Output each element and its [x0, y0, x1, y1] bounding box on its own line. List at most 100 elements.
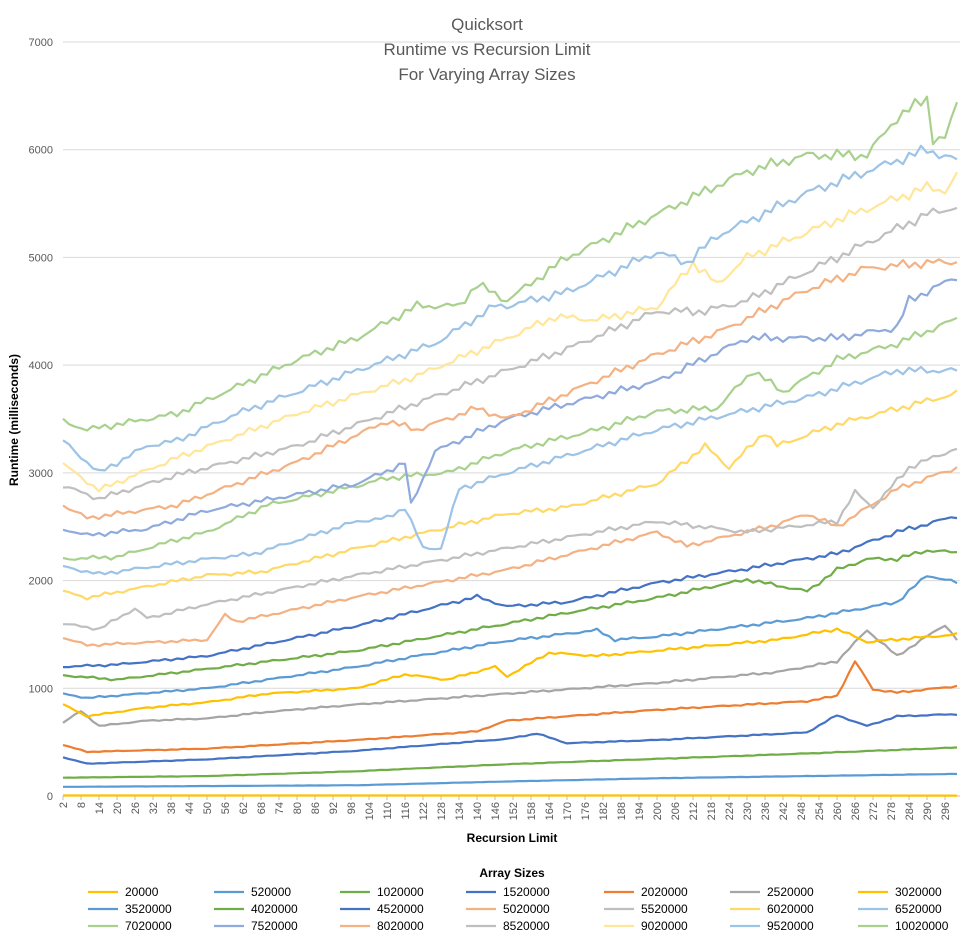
legend-item-2520000: 2520000 [730, 885, 814, 899]
legend-item-1020000: 1020000 [340, 885, 424, 899]
x-tick-label: 32 [148, 802, 160, 814]
y-tick-label: 2000 [29, 576, 53, 588]
series-line-10020000 [62, 95, 959, 432]
legend-item-7520000: 7520000 [214, 919, 298, 933]
legend-label: 5520000 [641, 902, 688, 916]
series-line-3520000 [62, 575, 958, 699]
legend-item-20000: 20000 [88, 885, 159, 899]
legend-label: 1520000 [503, 885, 550, 899]
x-tick-label: 2 [58, 802, 70, 808]
x-axis-ticks: 2 8 14 20 26 32 38 44 50 56 62 68 74 80 86 92 98 104 110 11… [58, 796, 952, 820]
legend-label: 7020000 [125, 919, 172, 933]
legend-label: 3020000 [895, 885, 942, 899]
x-tick-label: 206 [670, 802, 682, 820]
legend-item-2020000: 2020000 [604, 885, 688, 899]
x-tick-label: 200 [652, 802, 664, 820]
x-tick-label: 188 [616, 802, 628, 820]
series-line-9020000 [62, 171, 958, 493]
legend-item-3020000: 3020000 [858, 885, 942, 899]
legend-item-3520000: 3520000 [88, 902, 172, 916]
x-tick-label: 164 [544, 802, 556, 820]
x-tick-label: 98 [346, 802, 358, 814]
y-tick-label: 0 [47, 791, 53, 803]
x-tick-label: 254 [814, 802, 826, 820]
legend-label: 520000 [251, 885, 291, 899]
x-tick-label: 110 [382, 802, 394, 820]
x-tick-label: 248 [796, 802, 808, 820]
series-line-4020000 [62, 549, 958, 682]
x-tick-label: 224 [724, 802, 736, 820]
series-line-3020000 [62, 627, 958, 719]
x-tick-label: 50 [202, 802, 214, 814]
chart-title: Quicksort Runtime vs Recursion Limit For… [384, 15, 591, 84]
x-tick-label: 236 [760, 802, 772, 820]
x-tick-label: 284 [904, 802, 916, 820]
y-axis-ticks: 0 1000 2000 3000 4000 5000 6000 7000 [29, 37, 53, 803]
x-tick-label: 38 [166, 802, 178, 814]
legend-item-6020000: 6020000 [730, 902, 814, 916]
x-tick-label: 182 [598, 802, 610, 820]
series-line-1020000 [62, 746, 958, 779]
x-tick-label: 134 [454, 802, 466, 820]
x-tick-label: 296 [940, 802, 952, 820]
legend-label: 2520000 [767, 885, 814, 899]
series-line-8520000 [62, 206, 958, 501]
chart-title-line-1: Quicksort [451, 15, 523, 34]
series-line-8020000 [62, 258, 958, 521]
legend-label: 9020000 [641, 919, 688, 933]
legend-label: 20000 [125, 885, 159, 899]
x-tick-label: 86 [310, 802, 322, 814]
y-axis-title: Runtime (milliseconds) [7, 354, 21, 486]
legend-label: 6020000 [767, 902, 814, 916]
legend-title: Array Sizes [479, 866, 545, 880]
legend-item-4020000: 4020000 [214, 902, 298, 916]
x-tick-label: 266 [850, 802, 862, 820]
legend-item-9020000: 9020000 [604, 919, 688, 933]
series-line-6020000 [62, 389, 958, 601]
legend-item-8520000: 8520000 [466, 919, 550, 933]
legend-item-5520000: 5520000 [604, 902, 688, 916]
legend-item-8020000: 8020000 [340, 919, 424, 933]
legend-label: 9520000 [767, 919, 814, 933]
series-line-9520000 [62, 144, 958, 472]
legend-label: 8520000 [503, 919, 550, 933]
series-line-5520000 [62, 447, 958, 631]
x-tick-label: 44 [184, 802, 196, 814]
series-line-1520000 [62, 713, 958, 765]
x-tick-label: 140 [472, 802, 484, 820]
x-tick-label: 68 [256, 802, 268, 814]
legend-label: 3520000 [125, 902, 172, 916]
series-line-6520000 [62, 365, 958, 576]
series-line-4520000 [63, 516, 958, 669]
x-tick-label: 116 [400, 802, 412, 820]
legend-item-7020000: 7020000 [88, 919, 172, 933]
x-tick-label: 8 [76, 802, 88, 808]
series-line-2020000 [62, 660, 958, 754]
y-tick-label: 3000 [29, 468, 53, 480]
x-tick-label: 128 [436, 802, 448, 820]
x-tick-label: 26 [130, 802, 142, 814]
x-tick-label: 242 [778, 802, 790, 820]
x-tick-label: 152 [508, 802, 520, 820]
legend-item-1520000: 1520000 [466, 885, 550, 899]
x-tick-label: 170 [562, 802, 574, 820]
legend: 20000 520000 1020000 1520000 2020000 2520000 3… [88, 885, 949, 933]
legend-item-9520000: 9520000 [730, 919, 814, 933]
x-tick-label: 158 [526, 802, 538, 820]
series-line-5020000 [62, 466, 958, 648]
legend-label: 10020000 [895, 919, 949, 933]
legend-item-10020000: 10020000 [858, 919, 949, 933]
x-tick-label: 62 [238, 802, 250, 814]
x-tick-label: 92 [328, 802, 340, 814]
x-tick-label: 176 [580, 802, 592, 820]
series-line-7520000 [62, 278, 958, 538]
x-tick-label: 122 [418, 802, 430, 820]
x-tick-label: 56 [220, 802, 232, 814]
y-tick-label: 7000 [29, 37, 53, 49]
legend-label: 6520000 [895, 902, 942, 916]
legend-label: 5020000 [503, 902, 550, 916]
x-tick-label: 260 [832, 802, 844, 820]
x-tick-label: 14 [94, 802, 106, 814]
